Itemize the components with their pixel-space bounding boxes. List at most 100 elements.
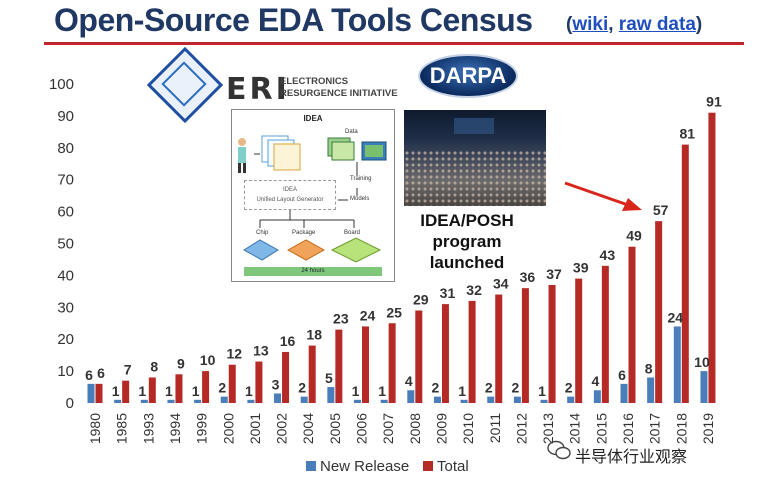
new-release-bar [327,387,335,403]
new-release-bar [167,399,175,403]
y-tick-label: 90 [57,108,74,125]
total-bar [308,345,316,403]
y-tick-label: 70 [57,172,74,189]
total-label: 12 [226,346,242,362]
legend-label-total: Total [437,458,469,475]
new-release-bar [460,399,468,403]
x-tick-label: 2018 [673,413,689,444]
total-bar [415,310,423,403]
eri-full-name: ELECTRONICS RESURGENCE INITIATIVE [280,76,410,100]
new-release-bar [513,396,521,403]
x-tick-label: 1999 [194,413,210,444]
y-tick-label: 0 [66,395,74,412]
new-release-bar [300,396,308,403]
annotation-arrow [564,181,642,211]
new-release-label: 1 [378,383,386,399]
x-tick-label: 2012 [513,413,529,444]
y-tick-label: 30 [57,299,74,316]
y-tick-label: 50 [57,236,74,253]
total-label: 91 [706,94,722,110]
new-release-label: 2 [432,380,440,396]
new-release-bar [647,377,655,403]
x-tick-label: 2006 [354,413,370,444]
total-bar [521,288,529,403]
new-release-bar [380,399,388,403]
x-tick-label: 2008 [407,413,423,444]
new-release-bar [407,390,415,403]
new-release-bar [247,399,255,403]
total-bar [362,326,369,403]
x-tick-label: 2014 [567,413,583,444]
idea-diagram-graphics [238,135,387,263]
bars-group [87,112,716,404]
new-release-label: 5 [325,370,333,386]
total-label: 39 [573,260,589,276]
new-release-bar [540,399,548,403]
x-tick-label: 2004 [300,413,316,444]
package-shape-icon [286,239,326,261]
total-label: 43 [600,247,616,263]
new-release-label: 1 [138,383,146,399]
idea-hours-bar: 24 hours [244,267,382,276]
total-label: 25 [386,304,402,320]
total-bar [282,351,290,403]
total-bar [228,364,236,403]
annotation-line2: program [432,232,502,251]
x-tick-label: 2015 [593,413,609,444]
legend: New Release Total [306,458,469,475]
x-tick-label: 1980 [87,413,103,444]
y-tick-label: 20 [57,331,74,348]
title-divider [44,42,744,45]
darpa-logo: DARPA [420,56,516,96]
idea-generator-box: IDEA Unified Layout Generator [244,180,336,210]
idea-chip-label: Chip [256,230,269,236]
new-release-bar [140,399,148,403]
total-bar [548,284,556,403]
program-annotation: IDEA/POSH program launched [392,210,542,273]
y-tick-label: 80 [57,140,74,157]
y-tick-label: 60 [57,204,74,221]
total-label: 34 [493,276,509,292]
x-tick-label: 1993 [140,413,156,444]
idea-data-label: Data [345,129,358,135]
x-tick-label: 2001 [247,413,263,444]
idea-training-label: Training [350,176,372,182]
new-release-label: 2 [298,380,306,396]
new-release-label: 1 [352,383,360,399]
new-release-label: 1 [192,383,200,399]
total-label: 6 [97,365,105,381]
watermark-text: 半导体行业观察 [575,447,688,466]
new-release-label: 1 [165,383,173,399]
new-release-label: 10 [694,354,710,370]
total-bar [175,374,183,403]
total-label: 29 [413,291,429,307]
total-label: 57 [653,202,669,218]
x-tick-label: 2016 [620,413,636,444]
new-release-label: 2 [512,380,520,396]
eri-letters: ERI [226,72,290,107]
x-tick-label: 1994 [167,413,183,444]
new-release-bar [274,393,282,403]
legend-swatch-total [423,461,433,471]
stage-screen [454,118,494,134]
wechat-icon [547,440,571,460]
wiki-link[interactable]: wiki [572,14,609,35]
x-tick-label: 2002 [274,413,290,444]
new-release-label: 2 [218,380,226,396]
page-title: Open-Source EDA Tools Census [54,2,533,38]
x-tick-label: 1985 [114,413,130,444]
new-release-bar [593,390,601,403]
new-release-label: 6 [618,367,626,383]
y-tick-label: 10 [57,363,74,380]
new-release-label: 3 [272,376,280,392]
total-bar [628,246,636,403]
raw-data-link[interactable]: raw data [618,14,696,35]
header-links: (wiki, raw data) [566,14,702,36]
arrow-shaft [564,181,629,207]
annotation-line3: launched [429,253,505,272]
new-release-bar [700,371,708,403]
new-release-bar [620,383,628,403]
data-chips-icon [327,137,387,161]
links-separator: , [608,14,619,35]
